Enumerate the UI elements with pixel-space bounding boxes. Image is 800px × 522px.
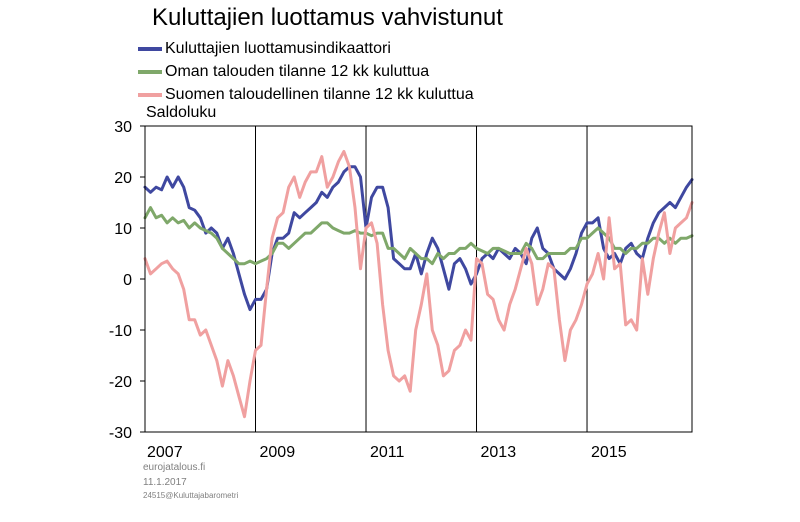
- source-site: eurojatalous.fi: [143, 462, 206, 473]
- y-tick-label--20: -20: [109, 374, 132, 391]
- legend-swatch-confidence: [138, 47, 162, 51]
- x-tick-label-2015: 2015: [591, 444, 627, 461]
- legend-label-economy: Suomen taloudellinen tilanne 12 kk kulut…: [165, 86, 474, 103]
- y-tick-label-0: 0: [123, 272, 132, 289]
- legend-label-household: Oman talouden tilanne 12 kk kuluttua: [165, 63, 430, 80]
- x-tick-label-2013: 2013: [481, 444, 517, 461]
- plot-frame: [144, 125, 693, 433]
- y-axis-unit-label: Saldoluku: [146, 104, 217, 121]
- legend-swatch-economy: [138, 93, 162, 97]
- source-date: 11.1.2017: [143, 477, 187, 488]
- x-tick-label-2007: 2007: [147, 444, 183, 461]
- chart-title: Kuluttajien luottamus vahvistunut: [152, 4, 503, 31]
- legend-item-confidence: Kuluttajien luottamusindikaattori: [138, 38, 391, 60]
- series-line-1: [143, 206, 694, 266]
- y-tick-label-30: 30: [114, 119, 132, 136]
- series-line-0: [143, 165, 694, 312]
- source-series-id: 24515@Kuluttajabarometri: [143, 491, 239, 500]
- legend-swatch-household: [138, 70, 162, 74]
- y-tick-label-10: 10: [114, 221, 132, 238]
- x-tick-label-2011: 2011: [370, 444, 405, 461]
- y-tick-label--30: -30: [109, 425, 132, 442]
- legend-item-economy: Suomen taloudellinen tilanne 12 kk kulut…: [138, 84, 474, 106]
- y-tick-label-20: 20: [114, 170, 132, 187]
- x-tick-label-2009: 2009: [260, 444, 296, 461]
- y-tick-label--10: -10: [109, 323, 132, 340]
- legend-item-household: Oman talouden tilanne 12 kk kuluttua: [138, 61, 429, 83]
- legend-label-confidence: Kuluttajien luottamusindikaattori: [165, 40, 391, 57]
- series-line-2: [143, 150, 694, 419]
